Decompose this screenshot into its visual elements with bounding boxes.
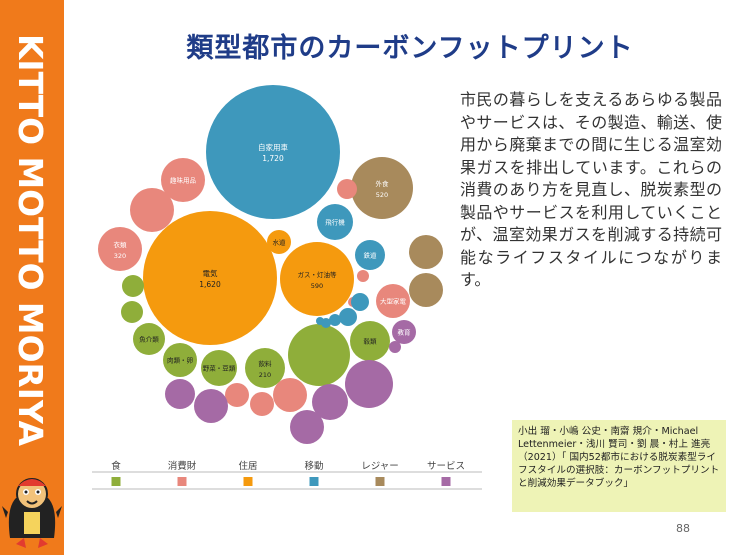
bubble-label: 野菜・豆類 <box>203 364 236 373</box>
bubble-unlabeled-18 <box>288 324 350 386</box>
brand-sidebar: KITTO MOTTO MORIYA <box>0 0 64 555</box>
legend-swatch <box>441 477 451 486</box>
bubble-unlabeled-21 <box>250 392 274 416</box>
page-number: 88 <box>676 522 690 535</box>
bubble-label: 鉄道 <box>364 251 378 260</box>
bubble-value: 590 <box>311 282 323 290</box>
bubble-野菜・豆類 <box>201 350 237 386</box>
bubble-value: 520 <box>376 191 388 199</box>
bubble-label: 趣味用品 <box>170 176 196 185</box>
brand-logo: KITTO MOTTO MORIYA <box>11 34 50 446</box>
bubble-unlabeled-26 <box>339 308 357 326</box>
legend-label: 食 <box>111 460 121 472</box>
bubble-趣味用品 <box>161 158 205 202</box>
bubble-unlabeled-29 <box>316 317 324 325</box>
bubble-水道 <box>267 230 291 254</box>
bubble-大型家電 <box>376 284 410 318</box>
bubble-value: 1,620 <box>199 280 221 289</box>
bubble-unlabeled-19 <box>130 188 174 232</box>
bubble-unlabeled-32 <box>409 273 443 307</box>
bubble-label: 電気 <box>203 268 218 278</box>
legend-label: サービス <box>427 461 465 472</box>
bubble-label: 魚介類 <box>139 335 159 344</box>
bubble-unlabeled-35 <box>290 410 324 444</box>
bubble-value: 1,720 <box>262 154 284 163</box>
legend-swatch <box>111 477 121 486</box>
bubble-unlabeled-36 <box>194 389 228 423</box>
legend-swatch <box>243 477 253 486</box>
bubble-label: 肉類・卵 <box>167 356 193 365</box>
bubble-unlabeled-27 <box>329 314 341 326</box>
bubble-飛行機 <box>317 204 353 240</box>
bubble-鉄道 <box>355 240 385 270</box>
bubble-unlabeled-20 <box>225 383 249 407</box>
bubble-label: 飛行機 <box>325 218 345 227</box>
bubble-label: 自家用車 <box>258 142 288 152</box>
legend-swatch <box>177 477 187 486</box>
bubble-label: 教育 <box>398 328 412 337</box>
mascot-character <box>2 478 62 548</box>
bubble-label: 穀類 <box>364 337 378 346</box>
chart-legend: 食 消費財 住居 移動 レジャー サービス <box>92 460 482 490</box>
bubble-unlabeled-33 <box>345 360 393 408</box>
bubble-unlabeled-23 <box>337 179 357 199</box>
bubble-unlabeled-31 <box>409 235 443 269</box>
bubble-肉類・卵 <box>163 343 197 377</box>
legend-label: 移動 <box>304 460 323 472</box>
bubble-label: ガス・灯油等 <box>298 270 338 279</box>
bubble-label: 水道 <box>273 238 287 247</box>
citation-box: 小出 瑠・小嶋 公史・南齋 規介・Michael Lettenmeier・浅川 … <box>512 420 726 512</box>
bubble-unlabeled-30 <box>351 293 369 311</box>
bubble-教育 <box>392 320 416 344</box>
bubble-label: 大型家電 <box>380 297 407 306</box>
legend-swatch <box>375 477 385 486</box>
bubble-value: 210 <box>259 371 271 379</box>
bubble-label: 飲料 <box>259 359 273 368</box>
bubble-unlabeled-17 <box>121 301 143 323</box>
bubble-unlabeled-16 <box>122 275 144 297</box>
brand-text: KITTO MOTTO MORIYA <box>11 34 50 446</box>
bubble-ガス・灯油等 <box>280 242 354 316</box>
description-text: 市民の暮らしを支えるあらゆる製品やサービスは、その製造、輸送、使用から廃棄までの… <box>460 90 722 289</box>
bubble-穀類 <box>350 321 390 361</box>
legend-swatch <box>309 477 319 486</box>
bubble-衣類 <box>98 227 142 271</box>
page-title: 類型都市のカーボンフットプリント <box>186 33 634 64</box>
legend-label: レジャー <box>361 461 399 472</box>
bubble-飲料 <box>245 348 285 388</box>
bubble-電気 <box>143 211 277 345</box>
bubble-value: 320 <box>114 252 126 260</box>
bubble-unlabeled-34 <box>312 384 348 420</box>
bubble-unlabeled-22 <box>273 378 307 412</box>
bubble-unlabeled-24 <box>357 270 369 282</box>
bubble-unlabeled-37 <box>165 379 195 409</box>
bubble-魚介類 <box>133 323 165 355</box>
carbon-footprint-bubble-chart: 自家用車 1,720 電気 1,620 ガス・灯油等 590 外食 520 衣類 320 飲料 210… <box>98 85 443 444</box>
bubble-自家用車 <box>206 85 340 219</box>
legend-label: 住居 <box>238 460 257 472</box>
bubble-label: 外食 <box>376 179 390 188</box>
bubble-label: 衣類 <box>114 240 128 249</box>
bubble-外食 <box>351 157 413 219</box>
legend-label: 消費財 <box>168 460 197 472</box>
bubble-unlabeled-38 <box>389 341 401 353</box>
